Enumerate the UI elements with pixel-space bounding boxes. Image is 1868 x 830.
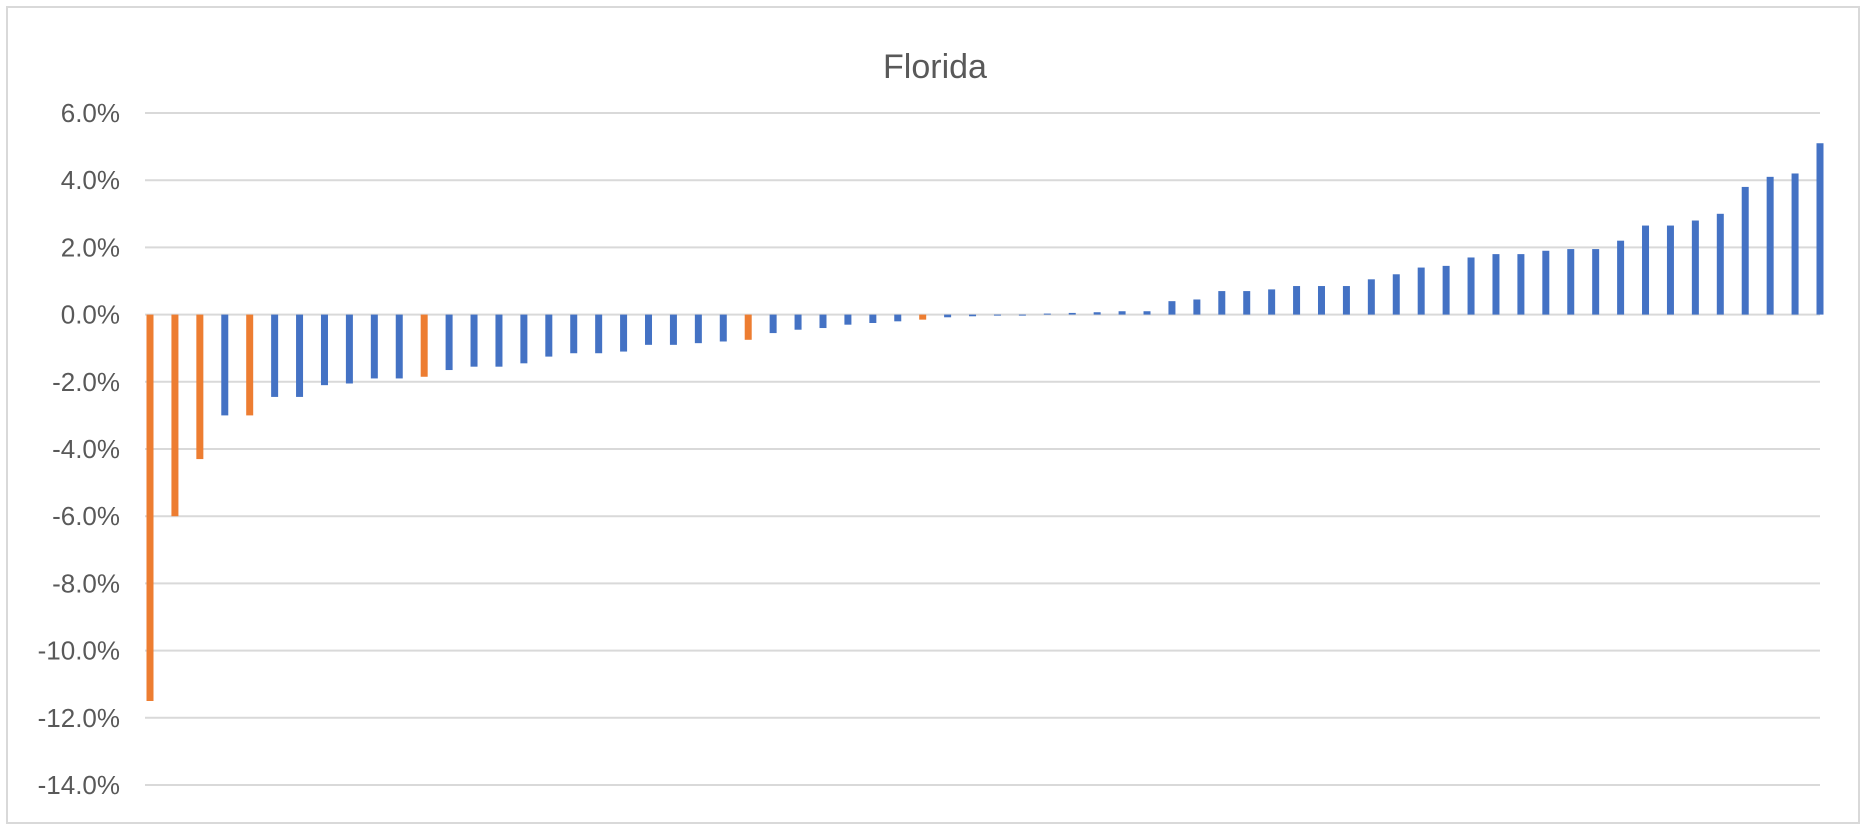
chart-frame: Florida 6.0% 4.0% 2.0% 0.0% -2.0% -4.0% -6.0% -… (6, 6, 1860, 824)
bar (1417, 267, 1425, 315)
bar (320, 314, 328, 386)
y-tick-label: -14.0% (38, 770, 120, 800)
bar (769, 314, 777, 334)
bar (1268, 289, 1276, 315)
bar (146, 314, 154, 701)
bar (246, 314, 254, 416)
bar (1442, 265, 1450, 315)
y-axis-tick-labels: 6.0% 4.0% 2.0% 0.0% -2.0% -4.0% -6.0% -8.0% -10.… (38, 98, 120, 800)
y-tick-label: -2.0% (52, 367, 120, 397)
bar (545, 314, 553, 357)
bar (1118, 311, 1126, 315)
bar (1342, 286, 1350, 315)
y-tick-label: -8.0% (52, 568, 120, 598)
bar (1193, 299, 1201, 315)
bar (1467, 257, 1475, 315)
bar (1542, 250, 1550, 315)
bar (869, 314, 877, 323)
bar (271, 314, 279, 397)
bar (1716, 213, 1724, 315)
bar (1243, 291, 1251, 315)
y-tick-label: 2.0% (61, 232, 120, 262)
bar (221, 314, 229, 416)
bar (919, 314, 927, 320)
bar (1791, 173, 1799, 315)
bar (645, 314, 653, 345)
bar (1317, 286, 1325, 315)
bar (1218, 291, 1226, 315)
bar (420, 314, 428, 377)
bar (345, 314, 353, 384)
bar (495, 314, 503, 367)
bar (944, 314, 952, 318)
y-tick-label: -12.0% (38, 703, 120, 733)
bar (1043, 313, 1051, 315)
bar (395, 314, 403, 379)
bar (1816, 143, 1824, 315)
y-tick-label: 4.0% (61, 165, 120, 195)
bar (595, 314, 603, 354)
bar (1492, 254, 1500, 315)
bar (694, 314, 702, 344)
bar (719, 314, 727, 342)
bar (1666, 225, 1674, 315)
bar (1392, 274, 1400, 315)
y-tick-label: 0.0% (61, 300, 120, 330)
bar (1293, 286, 1301, 315)
bar (196, 314, 204, 460)
bar (1741, 186, 1749, 315)
bar (1691, 220, 1699, 315)
bar (1592, 249, 1600, 315)
bar (470, 314, 478, 367)
y-tick-label: -6.0% (52, 501, 120, 531)
y-tick-label: -10.0% (38, 636, 120, 666)
chart-plot-area: 6.0% 4.0% 2.0% 0.0% -2.0% -4.0% -6.0% -8.0% -10.… (38, 98, 1824, 800)
y-tick-label: 6.0% (61, 98, 120, 128)
bar (1367, 279, 1375, 315)
bar (1567, 249, 1575, 315)
bars (146, 143, 1824, 701)
bar (370, 314, 378, 379)
bar (520, 314, 528, 364)
bar (171, 314, 179, 517)
bar (296, 314, 304, 397)
bar (620, 314, 628, 352)
bar (1517, 254, 1525, 315)
bar (1642, 225, 1650, 315)
bar (445, 314, 453, 371)
bar (1018, 314, 1026, 316)
gridlines (145, 112, 1820, 786)
bar (819, 314, 827, 329)
bar (1143, 311, 1151, 315)
chart-title: Florida (883, 48, 987, 86)
bar (669, 314, 677, 345)
bar (1068, 312, 1076, 315)
bar (744, 314, 752, 340)
bar (894, 314, 902, 322)
bar (969, 314, 977, 317)
bar (993, 314, 1001, 316)
bar (570, 314, 578, 354)
y-tick-label: -4.0% (52, 434, 120, 464)
bar (1093, 312, 1101, 315)
bar (1617, 240, 1625, 315)
bar (794, 314, 802, 330)
bar (1766, 176, 1774, 315)
bar (1168, 301, 1176, 315)
bar (844, 314, 852, 325)
